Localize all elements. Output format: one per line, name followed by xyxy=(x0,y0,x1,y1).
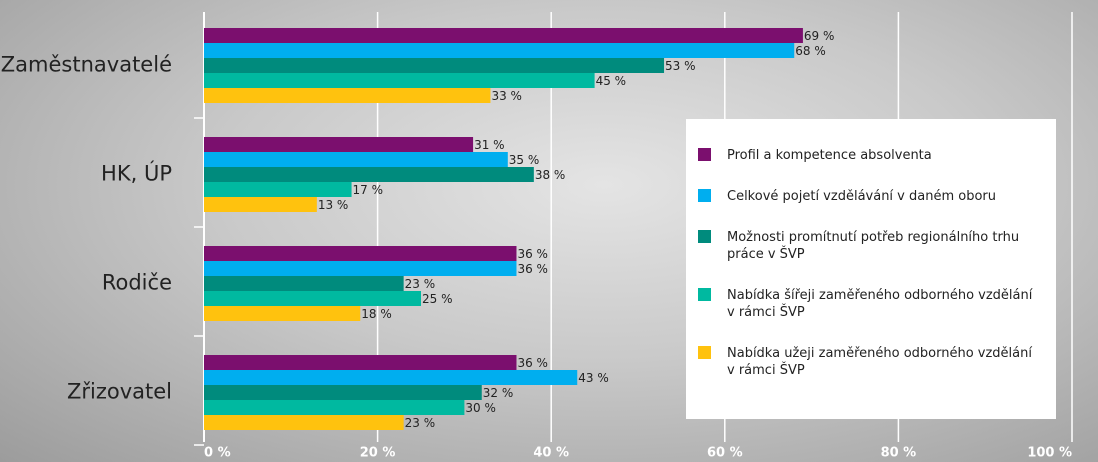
bar xyxy=(204,28,803,43)
legend-swatch xyxy=(698,346,711,359)
legend-item: Možnosti promítnutí potřeb regionálního … xyxy=(698,229,1040,263)
legend-label: Nabídka šířeji zaměřeného odborného vzdě… xyxy=(727,288,1033,320)
value-label: 17 % xyxy=(353,183,384,197)
value-label: 31 % xyxy=(474,138,505,152)
legend-label: Možnosti promítnutí potřeb regionálního … xyxy=(727,230,1020,262)
legend-label: Nabídka užeji zaměřeného odborného vzděl… xyxy=(727,346,1032,378)
legend-swatch xyxy=(698,148,711,161)
bar xyxy=(204,370,578,385)
category-label: Zřizovatel xyxy=(67,380,172,404)
x-tick-label: 40 % xyxy=(533,446,569,461)
bar xyxy=(204,137,474,152)
legend-swatch xyxy=(698,189,711,202)
bar xyxy=(204,152,508,167)
value-label: 18 % xyxy=(361,307,392,321)
value-label: 43 % xyxy=(578,371,609,385)
bar xyxy=(204,400,465,415)
value-label: 32 % xyxy=(483,386,514,400)
category-label: Zaměstnavatelé xyxy=(1,53,172,77)
value-label: 36 % xyxy=(517,262,548,276)
bar xyxy=(204,355,517,370)
value-label: 33 % xyxy=(491,89,522,103)
bar xyxy=(204,306,361,321)
value-label: 38 % xyxy=(535,168,566,182)
legend: Profil a kompetence absolventa Celkové po… xyxy=(686,119,1056,419)
legend-item: Nabídka šířeji zaměřeného odborného vzdě… xyxy=(698,287,1040,321)
x-tick-label: 20 % xyxy=(360,446,396,461)
legend-label: Profil a kompetence absolventa xyxy=(727,148,932,163)
x-tick-label: 100 % xyxy=(1027,446,1072,461)
value-label: 36 % xyxy=(517,356,548,370)
legend-swatch xyxy=(698,230,711,243)
bar xyxy=(204,73,595,88)
value-label: 13 % xyxy=(318,198,349,212)
bar xyxy=(204,167,534,182)
category-label: Rodiče xyxy=(102,271,172,295)
bar xyxy=(204,276,404,291)
value-label: 30 % xyxy=(465,401,496,415)
value-label: 36 % xyxy=(517,247,548,261)
legend-item: Profil a kompetence absolventa xyxy=(698,147,1040,164)
value-label: 69 % xyxy=(804,29,835,43)
bar xyxy=(204,385,482,400)
value-label: 23 % xyxy=(405,277,436,291)
legend-item: Nabídka užeji zaměřeného odborného vzděl… xyxy=(698,345,1040,379)
bar xyxy=(204,246,517,261)
value-label: 45 % xyxy=(596,74,627,88)
value-label: 53 % xyxy=(665,59,696,73)
bar xyxy=(204,43,795,58)
bar xyxy=(204,197,317,212)
value-label: 23 % xyxy=(405,416,436,430)
bar xyxy=(204,182,352,197)
value-label: 25 % xyxy=(422,292,453,306)
bar xyxy=(204,291,421,306)
category-label: HK, ÚP xyxy=(101,161,172,186)
value-label: 35 % xyxy=(509,153,540,167)
x-tick-label: 0 % xyxy=(204,446,231,461)
x-tick-label: 60 % xyxy=(707,446,743,461)
value-label: 68 % xyxy=(795,44,826,58)
legend-label: Celkové pojetí vzdělávání v daném oboru xyxy=(727,189,996,204)
bar xyxy=(204,261,517,276)
legend-swatch xyxy=(698,288,711,301)
bar xyxy=(204,415,404,430)
x-tick-label: 80 % xyxy=(881,446,917,461)
legend-item: Celkové pojetí vzdělávání v daném oboru xyxy=(698,188,1040,205)
bar xyxy=(204,58,665,73)
bar xyxy=(204,88,491,103)
